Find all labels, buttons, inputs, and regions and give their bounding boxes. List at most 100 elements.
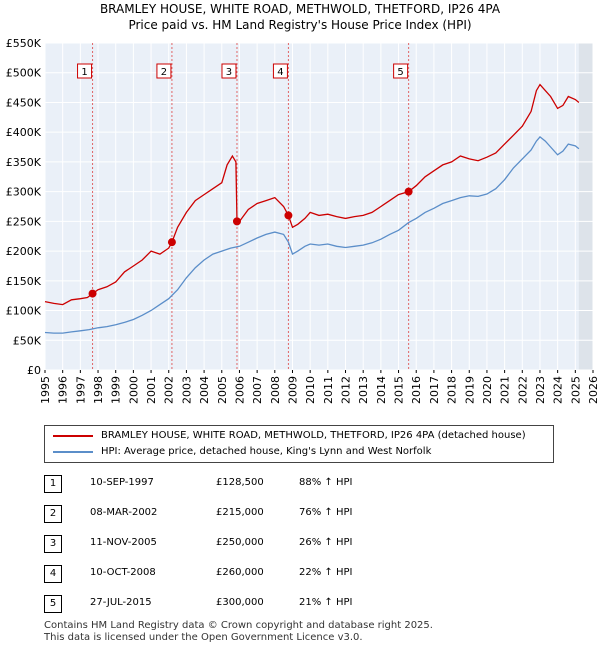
sale-date: 27-JUL-2015 bbox=[90, 597, 152, 608]
legend: BRAMLEY HOUSE, WHITE ROAD, METHWOLD, THE… bbox=[44, 425, 554, 463]
x-tick-label: 2019 bbox=[463, 376, 476, 404]
sales-table: 1 10-SEP-1997 £128,500 88% ↑ HPI 2 08-MA… bbox=[44, 472, 564, 622]
sale-date: 10-SEP-1997 bbox=[90, 477, 154, 488]
sale-box bbox=[221, 63, 237, 79]
x-tick-label: 2021 bbox=[499, 376, 512, 404]
x-tick-label: 2020 bbox=[481, 376, 494, 404]
sale-hpi-change: 21% ↑ HPI bbox=[299, 597, 353, 608]
sale-hpi-change: 76% ↑ HPI bbox=[299, 507, 353, 518]
x-tick-label: 2003 bbox=[180, 376, 193, 404]
x-tick-label: 1996 bbox=[57, 376, 70, 404]
x-tick-label: 2012 bbox=[340, 376, 353, 404]
x-tick-label: 2017 bbox=[428, 376, 441, 404]
x-tick-label: 2023 bbox=[534, 376, 547, 404]
legend-hpi-swatch bbox=[53, 451, 93, 453]
footer: Contains HM Land Registry data © Crown c… bbox=[44, 620, 433, 644]
sale-price: £215,000 bbox=[216, 507, 264, 518]
x-tick-label: 2025 bbox=[569, 376, 582, 404]
y-tick-label: £150K bbox=[6, 275, 42, 288]
y-tick-label: £100K bbox=[6, 305, 42, 318]
footer-copyright: Contains HM Land Registry data © Crown c… bbox=[44, 620, 433, 631]
x-tick-label: 2022 bbox=[516, 376, 529, 404]
sale-box-label: 4 bbox=[277, 67, 283, 78]
legend-property-swatch bbox=[53, 435, 93, 437]
x-tick-label: 2015 bbox=[393, 376, 406, 404]
sale-marker: 5 bbox=[44, 595, 62, 613]
sale-box bbox=[272, 63, 288, 79]
x-tick-label: 1995 bbox=[39, 376, 52, 404]
x-tick-label: 2014 bbox=[375, 376, 388, 404]
price-chart: £0 £50K £100K £150K £200K £250K £300K £350K £400… bbox=[6, 37, 600, 404]
x-tick-label: 2018 bbox=[446, 376, 459, 404]
x-tick-label: 2005 bbox=[216, 376, 229, 404]
x-tick-label: 2002 bbox=[163, 376, 176, 404]
y-tick-label: £250K bbox=[6, 215, 42, 228]
sale-box bbox=[156, 63, 172, 79]
legend-property-label: BRAMLEY HOUSE, WHITE ROAD, METHWOLD, THE… bbox=[101, 430, 526, 441]
x-tick-label: 2009 bbox=[286, 376, 299, 404]
sale-hpi-change: 88% ↑ HPI bbox=[299, 477, 353, 488]
sale-price: £260,000 bbox=[216, 567, 264, 578]
x-tick-label: 1997 bbox=[74, 376, 87, 404]
sale-marker: 4 bbox=[44, 565, 62, 583]
sale-box-label: 3 bbox=[226, 67, 232, 78]
x-tick-label: 2010 bbox=[304, 376, 317, 404]
sale-hpi-change: 22% ↑ HPI bbox=[299, 567, 353, 578]
x-tick-label: 2024 bbox=[552, 376, 565, 404]
sale-marker: 3 bbox=[44, 535, 62, 553]
x-tick-label: 2006 bbox=[233, 376, 246, 404]
sale-point bbox=[88, 289, 97, 298]
x-tick-label: 2007 bbox=[251, 376, 264, 404]
legend-hpi-label: HPI: Average price, detached house, King… bbox=[101, 446, 432, 457]
y-tick-label: £550K bbox=[6, 37, 42, 50]
y-tick-label: £300K bbox=[6, 186, 42, 199]
hpi-series-line bbox=[44, 136, 580, 334]
x-tick-label: 2001 bbox=[145, 376, 158, 404]
x-tick-label: 1998 bbox=[92, 376, 105, 404]
y-tick-label: £350K bbox=[6, 156, 42, 169]
sale-date: 11-NOV-2005 bbox=[90, 537, 157, 548]
sale-point bbox=[404, 187, 413, 196]
y-tick-label: £50K bbox=[13, 334, 42, 347]
sale-point bbox=[232, 217, 241, 226]
footer-licence: This data is licensed under the Open Gov… bbox=[44, 632, 363, 643]
y-tick-label: £400K bbox=[6, 126, 42, 139]
sale-box-label: 5 bbox=[397, 67, 403, 78]
future-shaded-region bbox=[578, 43, 593, 370]
property-series-line bbox=[44, 83, 580, 306]
sale-date: 10-OCT-2008 bbox=[90, 567, 156, 578]
y-tick-label: £500K bbox=[6, 67, 42, 80]
sale-price: £250,000 bbox=[216, 537, 264, 548]
x-tick-label: 2008 bbox=[269, 376, 282, 404]
x-tick-label: 2013 bbox=[357, 376, 370, 404]
chart-subtitle: Price paid vs. HM Land Registry's House … bbox=[128, 18, 472, 32]
sale-row: 2 08-MAR-2002 £215,000 76% ↑ HPI bbox=[44, 502, 564, 532]
plot-area bbox=[45, 43, 593, 370]
sale-box-label: 1 bbox=[81, 67, 87, 78]
sale-row: 1 10-SEP-1997 £128,500 88% ↑ HPI bbox=[44, 472, 564, 502]
sale-marker: 1 bbox=[44, 475, 62, 493]
sale-box bbox=[393, 63, 409, 79]
sale-row: 3 11-NOV-2005 £250,000 26% ↑ HPI bbox=[44, 532, 564, 562]
y-tick-label: £0 bbox=[27, 364, 41, 377]
x-tick-label: 2016 bbox=[410, 376, 423, 404]
sale-marker: 2 bbox=[44, 505, 62, 523]
sale-date: 08-MAR-2002 bbox=[90, 507, 158, 518]
sale-price: £128,500 bbox=[216, 477, 264, 488]
x-tick-label: 2026 bbox=[587, 376, 600, 404]
y-tick-label: £200K bbox=[6, 245, 42, 258]
chart-title: BRAMLEY HOUSE, WHITE ROAD, METHWOLD, THE… bbox=[99, 2, 501, 16]
sale-box bbox=[77, 63, 93, 79]
x-tick-label: 2011 bbox=[322, 376, 335, 404]
sale-row: 4 10-OCT-2008 £260,000 22% ↑ HPI bbox=[44, 562, 564, 592]
sale-box-label: 2 bbox=[161, 67, 167, 78]
sale-row: 5 27-JUL-2015 £300,000 21% ↑ HPI bbox=[44, 592, 564, 622]
sale-point bbox=[284, 211, 293, 220]
sale-point bbox=[167, 238, 176, 247]
sale-hpi-change: 26% ↑ HPI bbox=[299, 537, 353, 548]
x-tick-label: 2000 bbox=[127, 376, 140, 404]
sale-price: £300,000 bbox=[216, 597, 264, 608]
y-tick-label: £450K bbox=[6, 96, 42, 109]
x-tick-label: 2004 bbox=[198, 376, 211, 404]
x-tick-label: 1999 bbox=[110, 376, 123, 404]
